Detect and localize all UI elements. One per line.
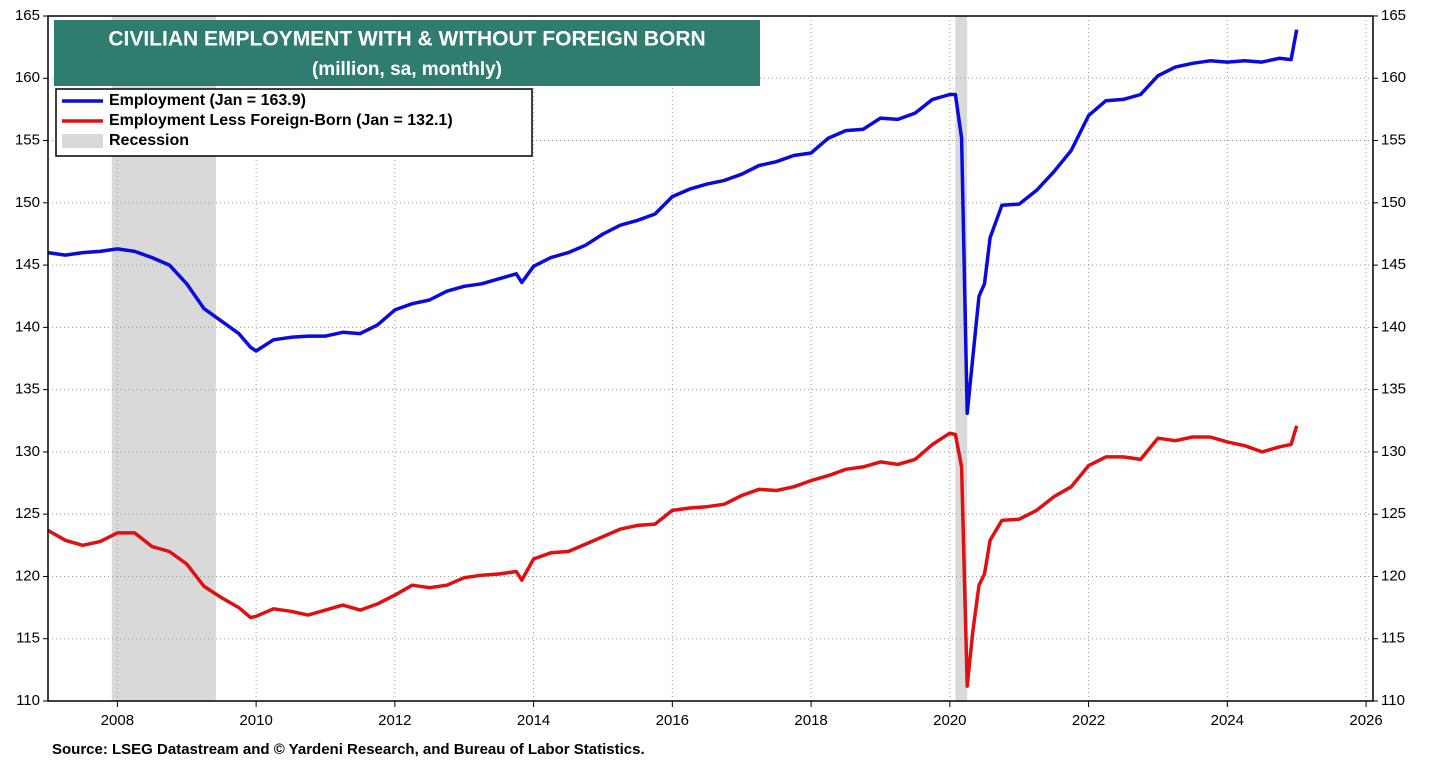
plot-frame: [47, 15, 1374, 702]
y-tick-label: 110: [16, 692, 40, 709]
title-box: [54, 20, 760, 86]
y2-tick-label: 160: [1381, 69, 1406, 86]
legend-label: Employment (Jan = 163.9): [109, 92, 306, 109]
recession-band: [955, 16, 968, 701]
y-tick-label: 135: [15, 381, 40, 398]
y-tick-label: 160: [15, 69, 40, 86]
y2-tick-label: 130: [1381, 443, 1406, 460]
y2-tick-label: 150: [1381, 194, 1406, 211]
y-tick-label: 140: [15, 318, 40, 335]
x-tick-label: 2016: [656, 712, 689, 729]
x-tick-label: 2024: [1211, 712, 1244, 729]
y-tick-label: 125: [15, 505, 40, 522]
data-line: [47, 425, 1299, 688]
x-tick-label: 2012: [378, 712, 411, 729]
y2-tick-label: 120: [1381, 567, 1406, 584]
legend-label: Employment Less Foreign-Born (Jan = 132.…: [109, 112, 453, 129]
x-tick-label: 2026: [1349, 712, 1382, 729]
y2-tick-label: 110: [1381, 692, 1405, 709]
y-tick-label: 165: [15, 7, 40, 24]
y-tick-label: 130: [15, 443, 40, 460]
x-tick-label: 2018: [794, 712, 827, 729]
y-tick-label: 120: [15, 567, 40, 584]
y-tick-label: 145: [15, 256, 40, 273]
y2-tick-label: 125: [1381, 505, 1406, 522]
y2-tick-label: 115: [1381, 630, 1405, 647]
x-tick-label: 2008: [101, 712, 134, 729]
line-layer: [47, 29, 1299, 688]
chart-title: CIVILIAN EMPLOYMENT WITH & WITHOUT FOREI…: [108, 28, 705, 51]
y-tick-label: 150: [15, 194, 40, 211]
chart-subtitle: (million, sa, monthly): [312, 59, 502, 80]
x-tick-label: 2010: [239, 712, 272, 729]
source-note: Source: LSEG Datastream and © Yardeni Re…: [52, 741, 645, 758]
legend-swatch: [62, 134, 103, 148]
y-tick-label: 115: [16, 630, 40, 647]
x-tick-label: 2014: [517, 712, 550, 729]
y2-tick-label: 155: [1381, 132, 1406, 149]
data-line: [47, 29, 1299, 416]
y2-tick-label: 135: [1381, 381, 1406, 398]
y-tick-label: 155: [15, 132, 40, 149]
x-tick-label: 2020: [933, 712, 966, 729]
x-tick-label: 2022: [1072, 712, 1105, 729]
legend: Employment (Jan = 163.9) Employment Less …: [62, 92, 453, 149]
legend-label: Recession: [109, 132, 189, 149]
y2-tick-label: 140: [1381, 318, 1406, 335]
legend-box: [55, 88, 533, 157]
y2-tick-label: 165: [1381, 7, 1406, 24]
y2-tick-label: 145: [1381, 256, 1406, 273]
